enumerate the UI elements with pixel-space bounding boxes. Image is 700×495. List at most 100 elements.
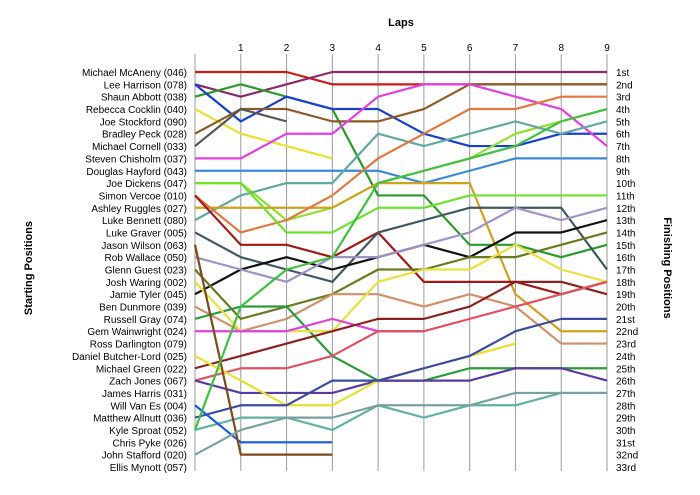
starting-label: Josh Waring (002) [106, 278, 187, 289]
finishing-label: 28th [616, 401, 635, 412]
finishing-label: 14th [616, 228, 635, 239]
finishing-label: 12th [616, 204, 635, 215]
finishing-label: 6th [616, 130, 630, 141]
finishing-label: 26th [616, 377, 635, 388]
series-line [194, 404, 333, 444]
series-line [194, 107, 287, 147]
x-tick-label: 5 [421, 43, 427, 54]
starting-label: Douglas Hayford (043) [86, 167, 187, 178]
series-line [194, 120, 608, 222]
finishing-label: 25th [616, 364, 635, 375]
finishing-label: 18th [616, 278, 635, 289]
starting-label: Ross Darlington (079) [90, 340, 187, 351]
finishing-label: 21st [616, 315, 635, 326]
starting-label: Rob Wallace (050) [105, 253, 187, 264]
finishing-labels: 1st2nd3rd4th5th6th7th8th9th10th11th12th1… [616, 68, 638, 474]
series-line [194, 231, 608, 320]
finishing-label: 4th [616, 105, 630, 116]
finishing-label: 20th [616, 303, 635, 314]
starting-label: John Stafford (020) [102, 451, 187, 462]
starting-label: Michael McAneny (046) [82, 68, 187, 79]
series-line [194, 206, 608, 283]
series-line [194, 280, 608, 382]
series-line [194, 83, 607, 135]
finishing-label: 24th [616, 352, 635, 363]
finishing-label: 30th [616, 426, 635, 437]
finishing-label: 9th [616, 167, 630, 178]
starting-label: Luke Bennett (080) [102, 216, 187, 227]
y2-axis-title: Finishing Positions [661, 217, 673, 318]
finishing-label: 2nd [616, 80, 633, 91]
starting-label: Ellis Mynott (057) [110, 463, 187, 474]
finishing-label: 29th [616, 414, 635, 425]
starting-label: Lee Harrison (078) [104, 80, 187, 91]
x-tick-label: 9 [604, 43, 610, 54]
grid-lines [194, 54, 608, 471]
x-axis-title: Laps [388, 17, 414, 29]
starting-label: James Harris (031) [102, 389, 187, 400]
x-axis-ticks: 1 2 3 4 5 6 7 8 9 [238, 43, 610, 54]
finishing-label: 10th [616, 179, 635, 190]
series-line [194, 391, 607, 456]
finishing-label: 33rd [616, 463, 636, 474]
series-line [194, 342, 516, 407]
x-tick-label: 4 [375, 43, 381, 54]
finishing-label: 15th [616, 241, 635, 252]
series-line [194, 391, 607, 432]
x-tick-label: 1 [238, 43, 244, 54]
starting-label: Jason Wilson (063) [101, 241, 187, 252]
series-line [193, 107, 608, 431]
finishing-label: 31st [616, 438, 635, 449]
starting-label: Simon Vercoe (010) [99, 191, 187, 202]
starting-label: Joe Dickens (047) [106, 179, 187, 190]
finishing-label: 23rd [616, 340, 636, 351]
starting-label: Bradley Peck (028) [102, 130, 187, 141]
starting-label: Ashley Ruggles (027) [91, 204, 187, 215]
series-line [194, 317, 607, 419]
finishing-label: 11th [616, 191, 635, 202]
series-line [194, 194, 608, 296]
starting-label: Kyle Sproat (052) [109, 426, 187, 437]
finishing-label: 3rd [616, 93, 630, 104]
series-line [195, 70, 607, 86]
finishing-label: 7th [616, 142, 630, 153]
starting-label: Glenn Guest (023) [105, 266, 187, 277]
finishing-label: 13th [616, 216, 635, 227]
x-tick-label: 3 [330, 43, 336, 54]
starting-label: Joe Stockford (090) [100, 117, 187, 128]
starting-label: Michael Green (022) [96, 364, 187, 375]
series-lines [193, 70, 608, 456]
starting-labels: Michael McAneny (046)Lee Harrison (078) S… [72, 68, 187, 474]
finishing-label: 8th [616, 154, 630, 165]
starting-label: Zach Jones (067) [109, 377, 187, 388]
x-tick-label: 2 [284, 43, 290, 54]
starting-label: Daniel Butcher-Lord (025) [72, 352, 187, 363]
series-line [193, 244, 333, 456]
starting-label: Luke Graver (005) [106, 228, 187, 239]
x-tick-label: 7 [513, 43, 519, 54]
y-axis-title: Starting Positions [23, 221, 35, 315]
finishing-label: 17th [616, 266, 635, 277]
starting-label: Steven Chisholm (037) [85, 154, 187, 165]
series-line [195, 107, 608, 222]
finishing-label: 1st [616, 68, 630, 79]
starting-label: Shaun Abbott (038) [101, 93, 187, 104]
finishing-label: 27th [616, 389, 635, 400]
starting-label: Russell Gray (074) [104, 315, 187, 326]
starting-label: Rebecca Cocklin (040) [86, 105, 187, 116]
starting-label: Chris Pyke (026) [113, 438, 187, 449]
finishing-label: 32nd [616, 451, 638, 462]
starting-label: Matthew Allnutt (036) [93, 414, 187, 425]
starting-label: Will Van Es (004) [110, 401, 187, 412]
starting-label: Gem Wainwright (024) [87, 327, 187, 338]
x-tick-label: 6 [467, 43, 473, 54]
series-line [194, 95, 607, 234]
finishing-label: 16th [616, 253, 635, 264]
series-line [195, 181, 607, 234]
starting-label: Michael Cornell (033) [92, 142, 187, 153]
series-line [195, 157, 607, 185]
finishing-label: 19th [616, 290, 635, 301]
starting-label: Ben Dunmore (039) [99, 303, 187, 314]
finishing-label: 5th [616, 117, 630, 128]
